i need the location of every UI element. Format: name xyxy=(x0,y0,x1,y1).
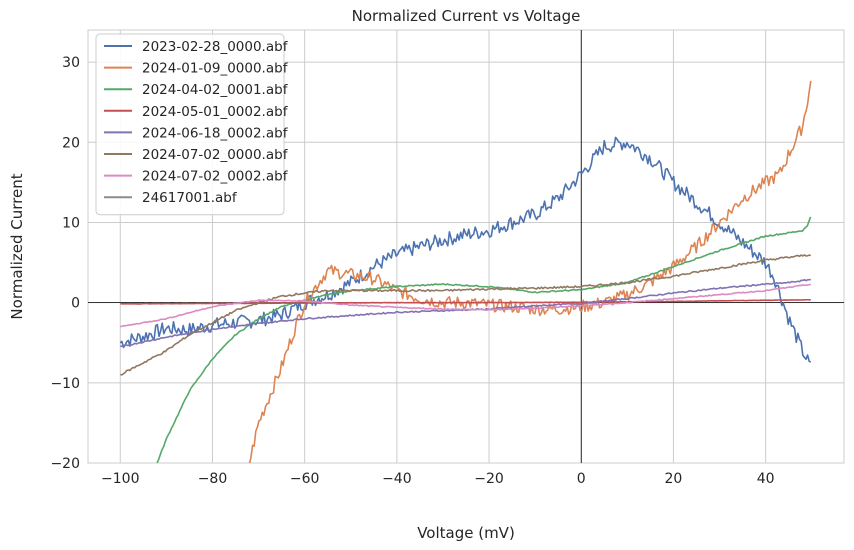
series-line-1 xyxy=(248,80,812,463)
series-line-5 xyxy=(120,254,811,376)
legend-label: 2024-01-09_0000.abf xyxy=(142,61,289,77)
series-line-4 xyxy=(120,278,811,348)
y-tick-label: 30 xyxy=(62,55,80,71)
series-layer xyxy=(119,80,812,463)
x-tick-label: −60 xyxy=(290,471,320,487)
x-tick-label: 40 xyxy=(757,471,775,487)
legend-label: 24617001.abf xyxy=(142,190,238,206)
legend-label: 2024-07-02_0000.abf xyxy=(142,147,289,163)
y-tick-label: 10 xyxy=(62,215,80,231)
x-tick-label: −100 xyxy=(101,471,139,487)
x-tick-label: 0 xyxy=(577,471,586,487)
y-tick-label: −20 xyxy=(50,456,80,472)
legend-label: 2024-05-01_0002.abf xyxy=(142,104,289,120)
y-tick-label: 0 xyxy=(71,296,80,312)
y-tick-label: 20 xyxy=(62,135,80,151)
x-tick-label: −80 xyxy=(198,471,228,487)
legend-label: 2023-02-28_0000.abf xyxy=(142,39,289,55)
series-line-6 xyxy=(120,283,811,328)
legend-box xyxy=(95,33,285,216)
legend: 2023-02-28_0000.abf 2024-01-09_0000.abf 20… xyxy=(95,33,289,216)
legend-label: 2024-04-02_0001.abf xyxy=(142,82,289,98)
legend-label: 2024-06-18_0002.abf xyxy=(142,125,289,141)
y-axis-title: Normalized Current xyxy=(8,173,26,319)
x-axis-title: Voltage (mV) xyxy=(417,524,515,542)
series-line-0 xyxy=(119,136,812,363)
x-tick-label: −40 xyxy=(382,471,412,487)
series-line-2 xyxy=(156,216,812,463)
legend-label: 2024-07-02_0002.abf xyxy=(142,169,289,185)
y-tick-label: −10 xyxy=(50,376,80,392)
x-tick-label: −20 xyxy=(474,471,504,487)
chart-title: Normalized Current vs Voltage xyxy=(352,7,581,25)
x-tick-label: 20 xyxy=(665,471,683,487)
